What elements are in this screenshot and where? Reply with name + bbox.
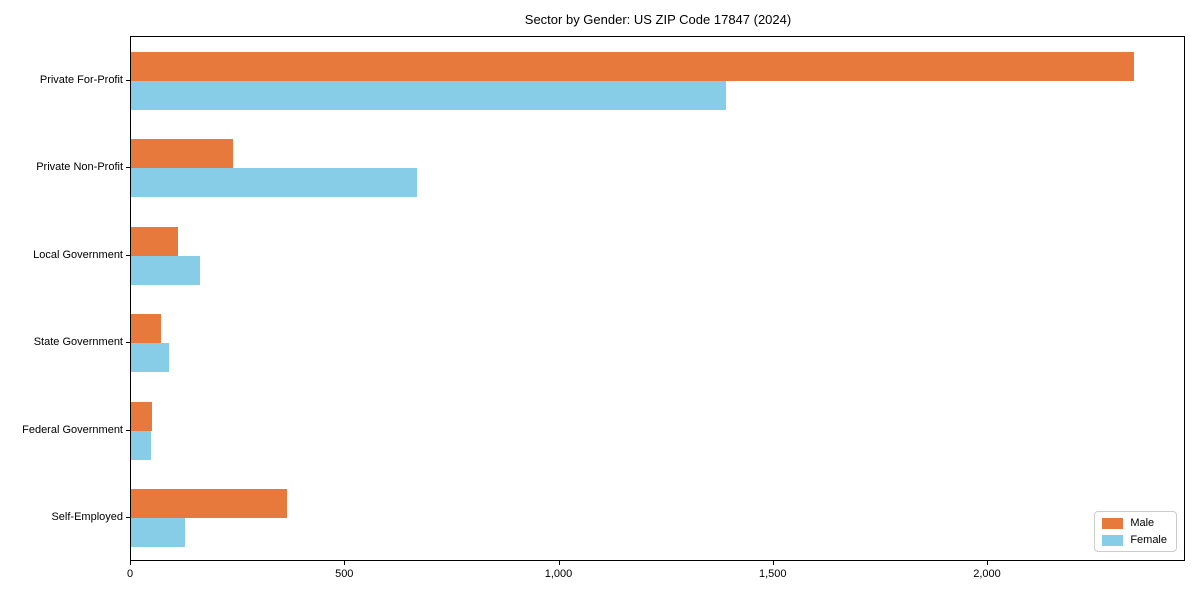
bar-male xyxy=(131,314,162,344)
legend-label: Male xyxy=(1130,517,1155,529)
x-axis-tick-label: 0 xyxy=(126,568,134,580)
category-row xyxy=(131,212,1184,300)
legend-swatch-male xyxy=(1102,517,1124,529)
y-axis-label: Private For-Profit xyxy=(39,73,123,86)
bar-pair xyxy=(131,139,1184,198)
chart-title: Sector by Gender: US ZIP Code 17847 (202… xyxy=(524,12,792,27)
y-axis-label: Self-Employed xyxy=(51,511,123,524)
x-tick-mark xyxy=(772,561,774,565)
plot-area xyxy=(130,36,1185,561)
bar-male xyxy=(131,226,178,256)
category-row xyxy=(131,300,1184,388)
category-row xyxy=(131,37,1184,125)
y-tick-mark xyxy=(126,79,130,81)
x-axis-tick-label: 1,500 xyxy=(759,568,787,580)
x-axis-tick-label: 2,000 xyxy=(973,568,1001,580)
legend-entry-male: Male xyxy=(1102,517,1167,529)
legend: Male Female xyxy=(1094,511,1177,552)
category-row xyxy=(131,475,1184,563)
bar-male xyxy=(131,139,234,169)
bar-female xyxy=(131,343,170,373)
legend-entry-female: Female xyxy=(1102,534,1167,546)
x-tick-mark xyxy=(558,561,560,565)
bar-pair xyxy=(131,401,1184,460)
x-tick-mark xyxy=(130,561,131,565)
bar-female xyxy=(131,255,201,285)
y-axis-label: State Government xyxy=(33,336,123,349)
y-tick-mark xyxy=(126,429,130,431)
category-row xyxy=(131,387,1184,475)
bar-female xyxy=(131,430,151,460)
x-axis-tick-label: 500 xyxy=(335,568,354,580)
bar-female xyxy=(131,80,727,110)
y-axis-label: Local Government xyxy=(33,248,123,261)
bar-pair xyxy=(131,314,1184,373)
bar-pair xyxy=(131,51,1184,110)
bar-male xyxy=(131,489,287,519)
y-axis-label: Private Non-Profit xyxy=(36,161,123,174)
bar-male xyxy=(131,401,152,431)
y-tick-mark xyxy=(126,517,130,519)
y-tick-mark xyxy=(126,167,130,169)
y-tick-mark xyxy=(126,342,130,344)
legend-label: Female xyxy=(1130,534,1167,546)
x-tick-mark xyxy=(987,561,989,565)
y-axis-label: Federal Government xyxy=(22,423,123,436)
bar-pair xyxy=(131,489,1184,548)
x-axis-tick-label: 1,000 xyxy=(544,568,573,580)
bar-female xyxy=(131,168,417,198)
x-tick-mark xyxy=(344,561,346,565)
bar-pair xyxy=(131,226,1184,285)
bar-female xyxy=(131,518,186,548)
bar-male xyxy=(131,51,1134,81)
category-row xyxy=(131,125,1184,213)
legend-swatch-female xyxy=(1102,534,1124,546)
y-tick-mark xyxy=(126,254,130,256)
